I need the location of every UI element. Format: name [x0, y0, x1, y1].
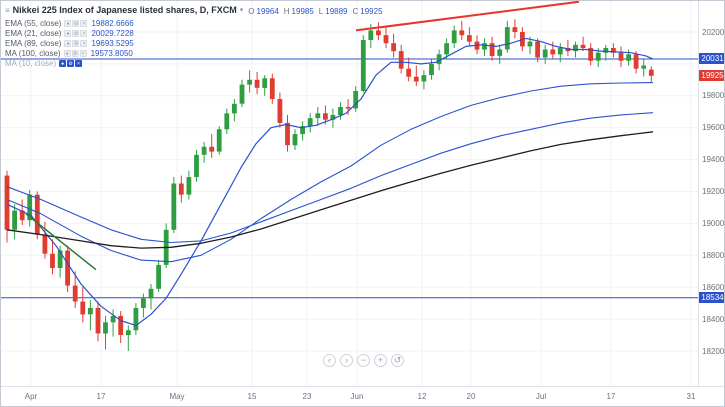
price-axis-label: 19600: [702, 123, 725, 133]
chart-nav-buttons: ‹ › − + ↺: [323, 354, 408, 367]
indicator-eye-icon[interactable]: ●: [64, 20, 72, 27]
indicator-label: EMA (89, close): [5, 39, 62, 48]
price-axis-label: 18400: [702, 314, 725, 324]
chart-menu-icon[interactable]: ≡: [5, 5, 10, 15]
indicator-eye-icon[interactable]: ●: [64, 40, 72, 47]
scroll-right-button[interactable]: ›: [340, 354, 353, 367]
time-axis-label: 15: [247, 392, 257, 401]
indicator-gear-icon[interactable]: ⚙: [71, 50, 79, 57]
indicator-close-icon[interactable]: ×: [79, 50, 87, 57]
time-axis-label: Jul: [535, 392, 547, 401]
price-axis[interactable]: 20200 19800 19600 19400 19200 19000 18800 18600…: [698, 1, 725, 386]
indicator-row[interactable]: MA (10, close) ● ⚙ ×: [5, 59, 383, 68]
price-axis-label: 18600: [702, 282, 725, 292]
zoom-in-button[interactable]: +: [374, 354, 387, 367]
symbol-title-row: ≡ Nikkei 225 Index of Japanese listed sh…: [5, 4, 383, 16]
ohlc-value: 19985: [291, 7, 314, 16]
time-axis-label: 17: [606, 392, 616, 401]
indicator-value: 19573.8050: [90, 49, 133, 58]
time-axis-label: 17: [96, 392, 106, 401]
indicator-legend: EMA (55, close) ● ⚙ × 19882.6666 EMA (21, clo…: [5, 19, 383, 68]
indicator-label: EMA (21, close): [5, 29, 62, 38]
price-badge: 20031: [699, 53, 724, 65]
indicator-close-icon[interactable]: ×: [75, 60, 83, 67]
candlestick-chart[interactable]: [1, 1, 698, 386]
indicator-gear-icon[interactable]: ⚙: [67, 60, 75, 67]
indicator-gear-icon[interactable]: ⚙: [72, 40, 80, 47]
indicator-value: 20029.7228: [91, 29, 134, 38]
time-axis-label: May: [169, 392, 185, 401]
price-badge: 19925: [699, 70, 724, 82]
indicator-row[interactable]: MA (100, close) ● ⚙ × 19573.8050: [5, 49, 383, 58]
indicator-label: MA (10, close): [5, 59, 57, 68]
indicator-eye-icon[interactable]: ●: [59, 60, 67, 67]
ohlc-readout: O 19964 H 19985 L 19889 C 19925: [243, 1, 382, 19]
indicator-gear-icon[interactable]: ⚙: [72, 30, 80, 37]
time-axis[interactable]: Apr 17 May 15 23 Jun 12 20 Jul 17 31: [1, 386, 724, 406]
price-axis-label: 19400: [702, 155, 725, 165]
indicator-row[interactable]: EMA (89, close) ● ⚙ × 19693.5295: [5, 39, 383, 48]
indicator-row[interactable]: EMA (55, close) ● ⚙ × 19882.6666: [5, 19, 383, 28]
price-axis-label: 19800: [702, 91, 725, 101]
ohlc-value: 19889: [325, 7, 348, 16]
reset-view-button[interactable]: ↺: [391, 354, 404, 367]
indicator-gear-icon[interactable]: ⚙: [72, 20, 80, 27]
indicator-value: 19693.5295: [91, 39, 134, 48]
ohlc-value: 19925: [360, 7, 383, 16]
price-axis-label: 19200: [702, 187, 725, 196]
ohlc-label: C: [352, 7, 359, 16]
indicator-value: 19882.6666: [91, 19, 134, 28]
price-axis-label: 18800: [702, 250, 725, 260]
time-axis-label: Jun: [350, 392, 364, 401]
time-axis-label: 23: [302, 392, 312, 401]
symbol-title[interactable]: Nikkei 225 Index of Japanese listed shar…: [12, 5, 237, 15]
price-badge: 18534: [699, 292, 724, 304]
ohlc-value: 19964: [256, 7, 279, 16]
price-axis-label: 19000: [702, 218, 725, 228]
indicator-label: MA (100, close): [5, 49, 61, 58]
indicator-close-icon[interactable]: ×: [80, 20, 88, 27]
ohlc-label: H: [283, 7, 290, 16]
price-axis-label: 20200: [702, 27, 725, 37]
indicator-row[interactable]: EMA (21, close) ● ⚙ × 20029.7228: [5, 29, 383, 38]
indicator-label: EMA (55, close): [5, 19, 62, 28]
ohlc-label: L: [318, 7, 324, 16]
time-axis-label: 31: [686, 392, 696, 401]
price-axis-label: 18200: [702, 346, 725, 356]
scroll-left-button[interactable]: ‹: [323, 354, 336, 367]
indicator-eye-icon[interactable]: ●: [64, 30, 72, 37]
zoom-out-button[interactable]: −: [357, 354, 370, 367]
chart-legend: ≡ Nikkei 225 Index of Japanese listed sh…: [5, 4, 383, 69]
time-axis-label: 20: [466, 392, 476, 401]
time-axis-label: 12: [417, 392, 427, 401]
indicator-close-icon[interactable]: ×: [80, 40, 88, 47]
indicator-eye-icon[interactable]: ●: [63, 50, 71, 57]
time-axis-label: Apr: [24, 392, 38, 401]
chevron-down-icon[interactable]: ▾: [239, 7, 244, 14]
ohlc-label: O: [248, 7, 255, 16]
indicator-close-icon[interactable]: ×: [80, 30, 88, 37]
